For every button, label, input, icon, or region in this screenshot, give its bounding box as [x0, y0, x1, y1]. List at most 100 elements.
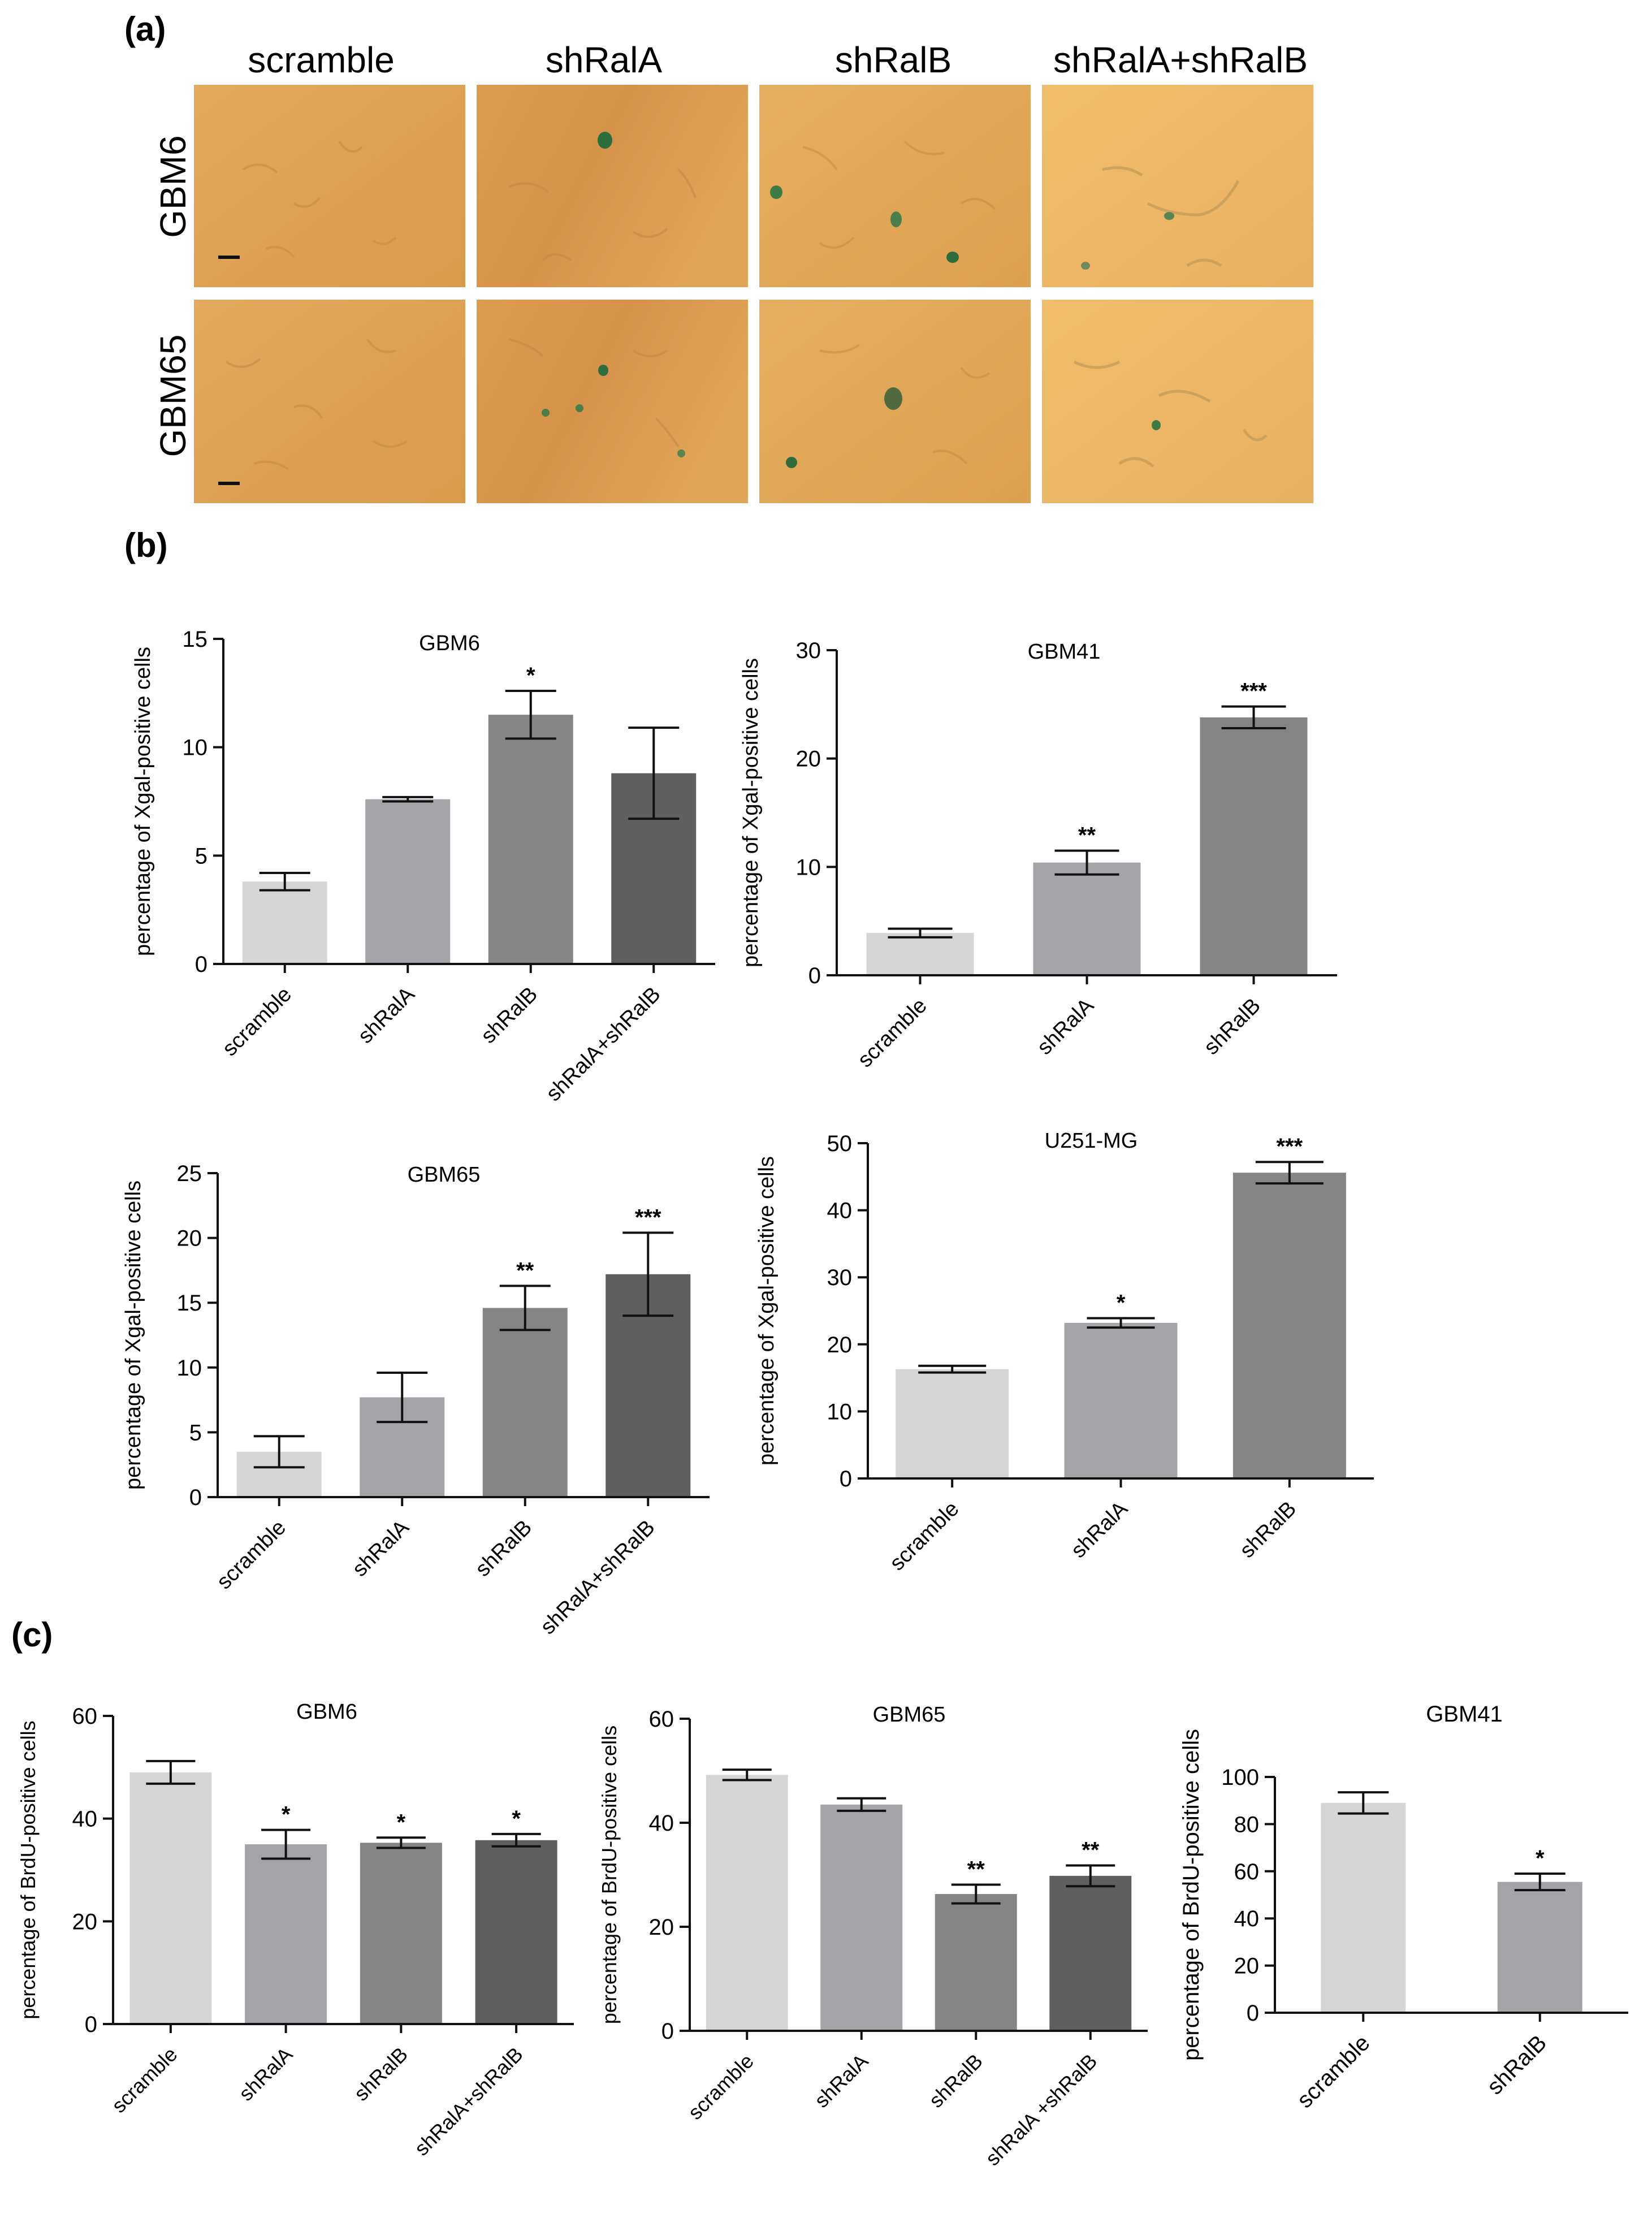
significance-marker: *	[282, 1802, 291, 1827]
x-tick-label: scramble	[853, 994, 932, 1073]
micrograph-column-shRalA-shRalB: shRalA+shRalB	[1053, 40, 1308, 80]
bar-shRalB	[360, 1843, 442, 2024]
chart-brdu-GBM6: GBM6 percentage of BrdU-positive cells scr…	[16, 1700, 574, 2160]
chart-title: GBM65	[873, 1703, 946, 1727]
chart-brdu-GBM65: GBM65 percentage of BrdU-positive cells sc…	[598, 1703, 1148, 2170]
error-bar	[888, 927, 953, 939]
y-axis-label: percentage of BrdU-positive cells	[16, 1720, 40, 2019]
chart-title: U251-MG	[1045, 1129, 1138, 1153]
bar-shRalA	[245, 1844, 327, 2024]
error-bar	[918, 1364, 987, 1374]
error-bar	[1514, 1872, 1565, 1892]
x-tick-label: scramble	[885, 1497, 964, 1576]
y-tick-label: 50	[827, 1131, 853, 1156]
error-bar	[951, 1883, 1001, 1905]
bar-shRalB	[1200, 717, 1308, 975]
y-axis-label: percentage of Xgal-positive cells	[739, 658, 763, 967]
chart-title: GBM6	[419, 632, 480, 655]
error-bar	[505, 690, 556, 740]
y-tick-label: 0	[189, 1485, 202, 1510]
y-tick-label: 0	[840, 1467, 852, 1491]
y-tick-label: 20	[177, 1226, 202, 1251]
error-bar	[146, 1759, 196, 1785]
micrograph-GBM65-shRalA	[477, 300, 748, 503]
y-tick-label: 10	[827, 1399, 853, 1424]
chart-xgal-U251-MG: U251-MG percentage of Xgal-positive cells…	[755, 1129, 1374, 1575]
x-tick-label: scramble	[212, 1516, 291, 1594]
bar-shRalB	[482, 1308, 568, 1497]
error-bar	[499, 1285, 551, 1331]
significance-marker: *	[526, 663, 535, 688]
y-tick-label: 20	[796, 747, 821, 772]
bar-shRalA	[820, 1804, 903, 2031]
panel-label-a: (a)	[124, 10, 166, 48]
y-tick-label: 100	[1221, 1765, 1259, 1790]
bar-scramble	[1321, 1802, 1406, 2013]
y-axis-label: percentage of Xgal-positive cells	[122, 1180, 145, 1490]
micrograph-GBM65-shRalA-shRalB	[1042, 300, 1313, 503]
error-bar	[261, 1828, 311, 1860]
error-bar	[1338, 1791, 1389, 1815]
error-bar	[1054, 849, 1119, 876]
y-tick-label: 15	[183, 627, 208, 652]
micrograph-column-shRalA: shRalA	[546, 40, 663, 80]
significance-marker: *	[1117, 1291, 1126, 1316]
panel-label-b: (b)	[124, 526, 168, 564]
x-tick-label: shRalA	[234, 2043, 297, 2105]
y-tick-label: 10	[183, 736, 208, 760]
significance-marker: *	[1536, 1846, 1545, 1871]
x-tick-label: shRalA	[353, 982, 420, 1048]
significance-marker: ***	[1240, 679, 1267, 704]
chart-xgal-GBM6: GBM6 percentage of Xgal-positive cells scr…	[131, 627, 715, 1106]
micrograph-GBM6-scramble	[194, 85, 465, 287]
y-tick-label: 40	[649, 1811, 674, 1836]
micrograph-GBM65-shRalB	[759, 300, 1031, 503]
x-tick-label: shRalA	[810, 2049, 872, 2112]
significance-marker: *	[512, 1806, 521, 1831]
y-tick-label: 40	[1234, 1906, 1260, 1931]
y-tick-label: 25	[177, 1161, 202, 1186]
error-bar	[1221, 705, 1286, 729]
micrograph-GBM6-shRalB	[759, 85, 1031, 287]
y-axis-label: percentage of BrdU-positive cells	[598, 1726, 621, 2024]
x-tick-label: shRalA+shRalB	[410, 2043, 527, 2160]
y-axis-label: percentage of Xgal-positive cells	[131, 647, 155, 956]
bar-shRalB	[935, 1894, 1017, 2031]
error-bar	[491, 1832, 541, 1848]
bar-scramble	[242, 881, 327, 964]
error-bar	[376, 1836, 426, 1849]
bar-shRalA	[365, 799, 451, 964]
y-axis-label: percentage of BrdU-positive cells	[1179, 1729, 1204, 2061]
x-tick-label: shRalB	[349, 2043, 412, 2105]
micrograph-GBM65-scramble	[194, 300, 465, 503]
bar-scramble	[866, 933, 974, 975]
chart-xgal-GBM65: GBM65 percentage of Xgal-positive cells sc…	[122, 1161, 710, 1639]
x-tick-label: scramble	[684, 2049, 758, 2124]
y-tick-label: 60	[72, 1704, 98, 1729]
y-tick-label: 20	[827, 1333, 853, 1357]
x-tick-label: shRalB	[924, 2049, 987, 2112]
bar-shRalA-shRalB	[1049, 1875, 1132, 2031]
micrograph-column-scramble: scramble	[248, 40, 395, 80]
error-bar	[1255, 1161, 1324, 1185]
y-tick-label: 10	[796, 855, 821, 880]
error-bar	[622, 1231, 674, 1317]
chart-brdu-GBM41: GBM41 percentage of BrdU-positive cells sc…	[1179, 1702, 1628, 2113]
x-tick-label: shRalA +shRalB	[981, 2049, 1102, 2170]
error-bar	[259, 872, 310, 892]
x-tick-label: shRalB	[1482, 2030, 1551, 2099]
significance-marker: *	[397, 1810, 406, 1835]
y-tick-label: 0	[661, 2019, 674, 2044]
significance-marker: ***	[635, 1205, 661, 1230]
y-tick-label: 5	[189, 1420, 202, 1445]
x-tick-label: scramble	[1292, 2030, 1375, 2113]
y-tick-label: 80	[1234, 1812, 1260, 1837]
y-tick-label: 30	[796, 638, 821, 663]
x-tick-label: shRalB	[1235, 1497, 1301, 1563]
micrograph-GBM6-shRalA	[477, 85, 748, 287]
x-tick-label: shRalB	[471, 1516, 537, 1581]
panel-label-c: (c)	[11, 1616, 53, 1654]
chart-title: GBM41	[1028, 640, 1101, 664]
x-tick-label: scramble	[107, 2043, 181, 2117]
